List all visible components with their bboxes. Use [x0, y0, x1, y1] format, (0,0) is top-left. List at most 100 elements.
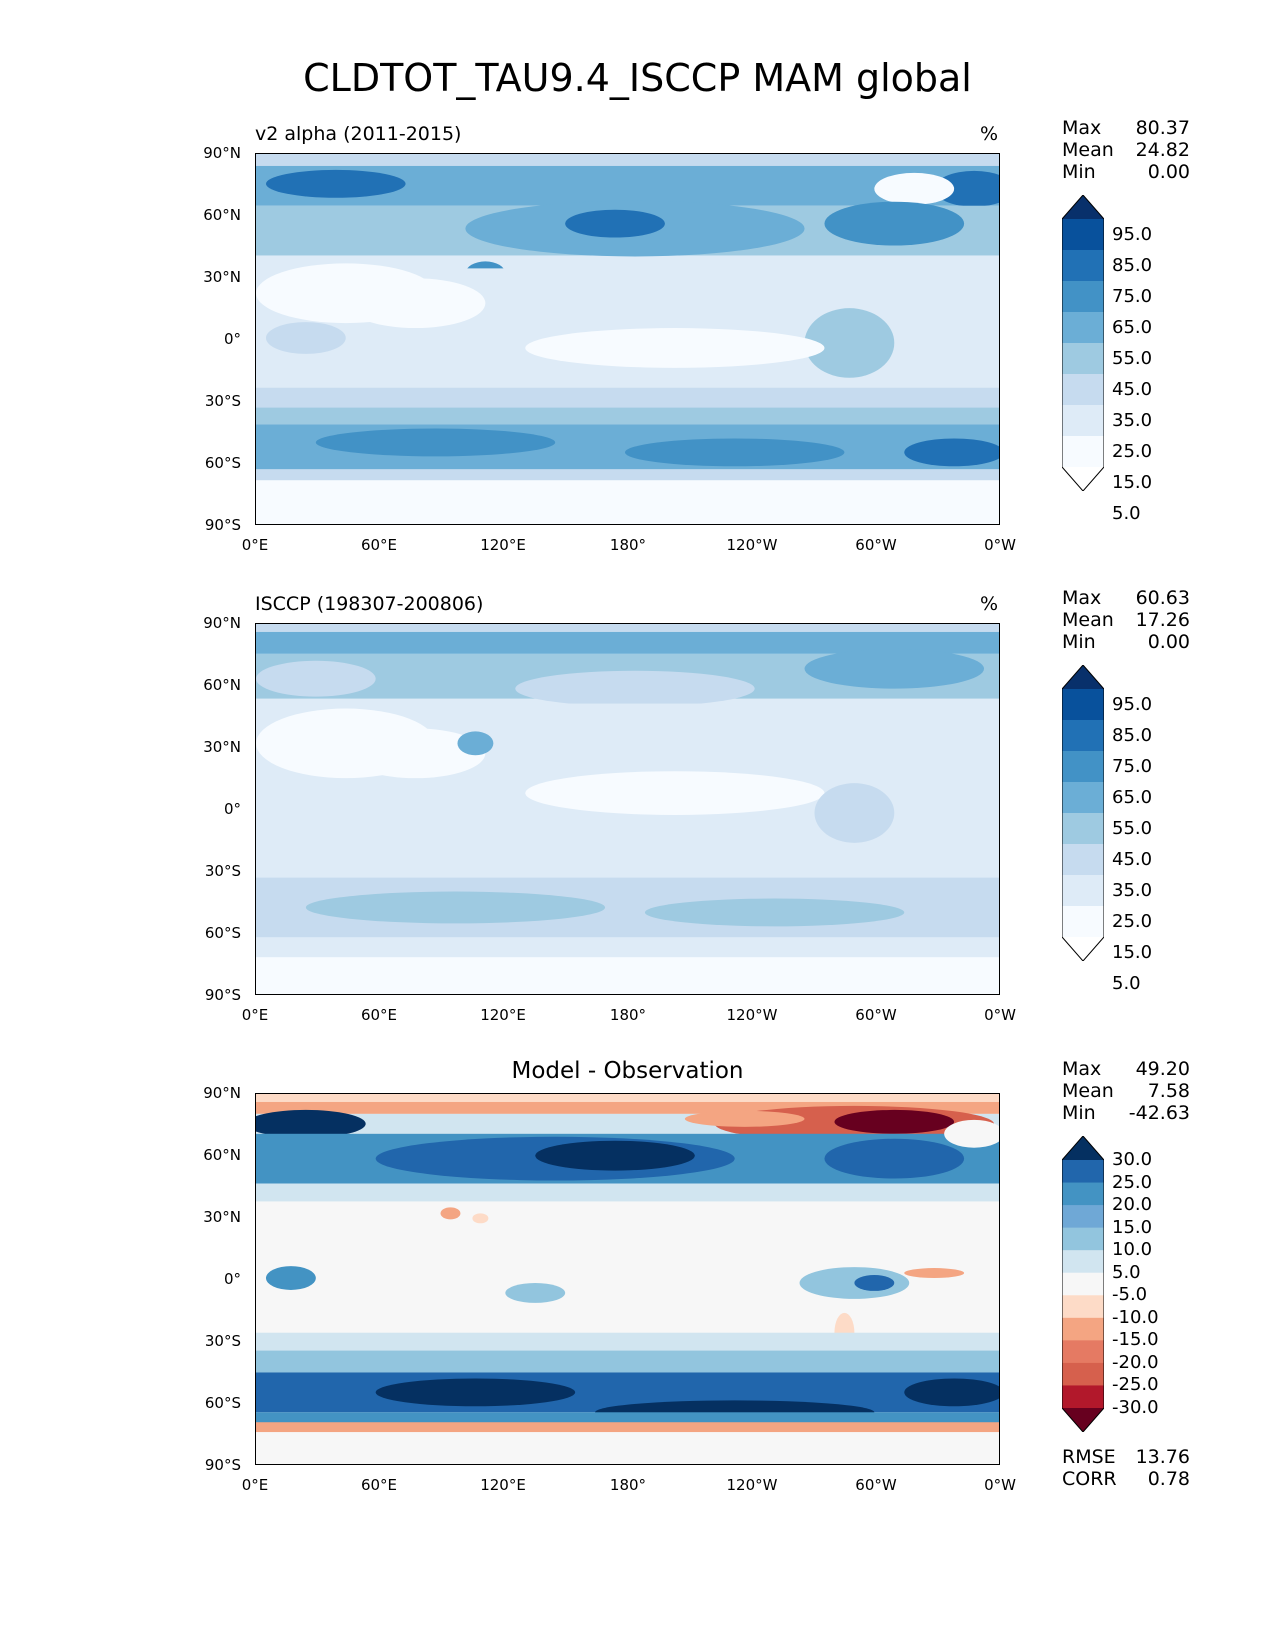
stat-max: 60.63 [1135, 587, 1190, 609]
colorbar [1062, 665, 1104, 961]
colorbar-segment [1062, 312, 1104, 344]
lon-tick: 180° [609, 1476, 647, 1494]
colorbar-segment [1062, 751, 1104, 783]
colorbar-tick-label: 5.0 [1112, 1261, 1141, 1283]
colorbar-tick-label: 55.0 [1112, 817, 1153, 839]
lon-tick: 120°W [726, 1006, 778, 1024]
stat-label: Mean [1062, 139, 1114, 161]
lat-tick: 30°N [203, 738, 241, 756]
colorbar-tick-label: 35.0 [1112, 879, 1153, 901]
lat-tick: 0° [223, 330, 241, 348]
colorbar-tick-label: 5.0 [1112, 502, 1141, 524]
map-model [255, 153, 1000, 525]
colorbar-segment [1062, 436, 1104, 468]
colorbar-segment [1062, 1385, 1104, 1409]
colorbar-segment [1062, 1272, 1104, 1296]
lat-tick: 0° [223, 800, 241, 818]
colorbar-tick-label: -20.0 [1112, 1351, 1159, 1373]
colorbar-segment [1062, 1227, 1104, 1251]
lon-tick: 120°E [480, 1476, 526, 1494]
lon-tick: 60°W [855, 536, 897, 554]
lon-tick: 60°E [360, 536, 398, 554]
colorbar-segment [1062, 343, 1104, 375]
lon-tick: 0°W [984, 1476, 1016, 1494]
colorbar-segment [1062, 1205, 1104, 1229]
lat-tick: 60°S [204, 1394, 241, 1412]
colorbar-segment [1062, 1317, 1104, 1341]
colorbar-extend-bottom [1062, 1408, 1104, 1432]
colorbar-tick-label: 75.0 [1112, 755, 1153, 777]
stat-label: Mean [1062, 1080, 1114, 1102]
colorbar-tick-label: 75.0 [1112, 285, 1153, 307]
map-difference [255, 1093, 1000, 1465]
colorbar-tick-label: 15.0 [1112, 941, 1153, 963]
lat-tick: 90°S [204, 1456, 241, 1474]
lat-tick: 60°S [204, 454, 241, 472]
lat-tick: 90°N [203, 144, 241, 162]
lat-tick: 60°N [203, 206, 241, 224]
lon-tick: 60°E [360, 1476, 398, 1494]
lat-tick: 90°N [203, 614, 241, 632]
lon-tick: 0°E [241, 1006, 269, 1024]
colorbar-tick-label: 65.0 [1112, 786, 1153, 808]
stat-label: Min [1062, 631, 1096, 653]
colorbar-tick-label: -10.0 [1112, 1306, 1159, 1328]
lat-tick: 30°S [204, 392, 241, 410]
colorbar-tick-label: 5.0 [1112, 972, 1141, 994]
lat-tick: 60°S [204, 924, 241, 942]
colorbar-segment [1062, 1362, 1104, 1386]
colorbar-svg [1062, 1136, 1104, 1432]
colorbar-segment [1062, 1250, 1104, 1274]
colorbar-tick-label: 15.0 [1112, 471, 1153, 493]
stat-label: Min [1062, 161, 1096, 183]
colorbar-tick-label: 55.0 [1112, 347, 1153, 369]
colorbar-tick-label: 25.0 [1112, 910, 1153, 932]
lon-tick: 60°E [360, 1006, 398, 1024]
stat-corr: 0.78 [1147, 1468, 1190, 1490]
error-stats-block: RMSE 13.76 CORR 0.78 [1062, 1446, 1190, 1490]
colorbar-tick-label: -5.0 [1112, 1284, 1148, 1306]
lon-tick: 0°W [984, 1006, 1016, 1024]
lon-tick: 120°W [726, 1476, 778, 1494]
stat-label: Min [1062, 1102, 1096, 1124]
colorbar-tick-label: -15.0 [1112, 1329, 1159, 1351]
colorbar-segment [1062, 720, 1104, 752]
stat-mean: 24.82 [1135, 139, 1190, 161]
colorbar-extend-top [1062, 1136, 1104, 1160]
colorbar-segment [1062, 875, 1104, 907]
units-label: % [980, 593, 999, 615]
stat-min: -42.63 [1128, 1102, 1190, 1124]
colorbar-svg [1062, 665, 1104, 961]
colorbar [1062, 1136, 1104, 1432]
stat-max: 80.37 [1135, 117, 1190, 139]
colorbar-segment [1062, 374, 1104, 406]
colorbar-tick-label: 85.0 [1112, 724, 1153, 746]
colorbar-extend-bottom [1062, 467, 1104, 491]
colorbar-tick-label: 95.0 [1112, 693, 1153, 715]
lon-tick: 180° [609, 536, 647, 554]
stat-min: 0.00 [1147, 161, 1190, 183]
stat-label: Max [1062, 1058, 1102, 1080]
colorbar-tick-label: -25.0 [1112, 1374, 1159, 1396]
lat-tick: 60°N [203, 676, 241, 694]
colorbar-segment [1062, 906, 1104, 938]
colorbar [1062, 195, 1104, 491]
stat-label: CORR [1062, 1468, 1117, 1490]
stat-label: Max [1062, 117, 1102, 139]
colorbar-segment [1062, 1182, 1104, 1206]
stat-label: RMSE [1062, 1446, 1116, 1468]
colorbar-tick-label: 95.0 [1112, 223, 1153, 245]
stat-max: 49.20 [1135, 1058, 1190, 1080]
map-observation [255, 623, 1000, 995]
lat-tick: 90°N [203, 1084, 241, 1102]
lat-tick: 30°S [204, 1332, 241, 1350]
colorbar-segment [1062, 219, 1104, 251]
lon-tick: 120°W [726, 536, 778, 554]
lat-tick: 60°N [203, 1146, 241, 1164]
stats-block: Max 49.20 Mean 7.58 Min -42.63 [1062, 1058, 1190, 1124]
lon-tick: 0°E [241, 1476, 269, 1494]
stat-mean: 17.26 [1135, 609, 1190, 631]
lon-tick: 120°E [480, 536, 526, 554]
stat-min: 0.00 [1147, 631, 1190, 653]
stats-block: Max 60.63 Mean 17.26 Min 0.00 [1062, 587, 1190, 653]
